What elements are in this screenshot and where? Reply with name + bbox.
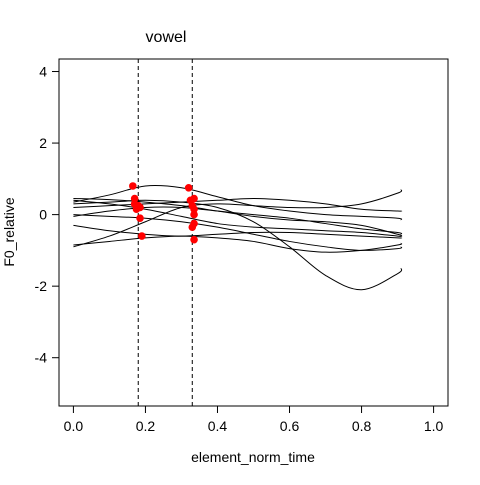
data-point xyxy=(129,182,137,190)
data-point xyxy=(136,214,144,222)
y-axis-label: F0_relative xyxy=(1,197,17,266)
data-point xyxy=(138,232,146,240)
x-tick-label: 0.2 xyxy=(136,418,156,434)
y-tick-label: 4 xyxy=(39,64,47,80)
data-point xyxy=(190,235,198,244)
x-tick-label: 0.0 xyxy=(64,418,84,434)
data-point xyxy=(190,219,198,228)
series-line xyxy=(73,224,403,239)
plot-area: 0.0 0.2 0.4 0.6 0.8 1.0 -4 -2 0 2 4 xyxy=(35,58,449,434)
y-tick-label: -4 xyxy=(35,350,48,366)
x-tick-label: 0.8 xyxy=(352,418,372,434)
data-point xyxy=(190,210,198,219)
y-tick-label: 0 xyxy=(39,207,47,223)
x-axis-label: element_norm_time xyxy=(191,449,315,465)
x-tick-label: 0.4 xyxy=(208,418,228,434)
data-point xyxy=(136,203,144,212)
y-tick-label: 2 xyxy=(39,135,47,151)
x-tick-label: 0.6 xyxy=(280,418,300,434)
data-point xyxy=(184,183,193,192)
series-line xyxy=(73,214,403,251)
y-tick-label: -2 xyxy=(35,278,48,294)
series-line xyxy=(73,235,403,253)
chart-title: vowel xyxy=(146,29,187,46)
x-tick-label: 1.0 xyxy=(424,418,444,434)
plot-frame xyxy=(58,58,449,407)
data-point xyxy=(190,194,198,203)
